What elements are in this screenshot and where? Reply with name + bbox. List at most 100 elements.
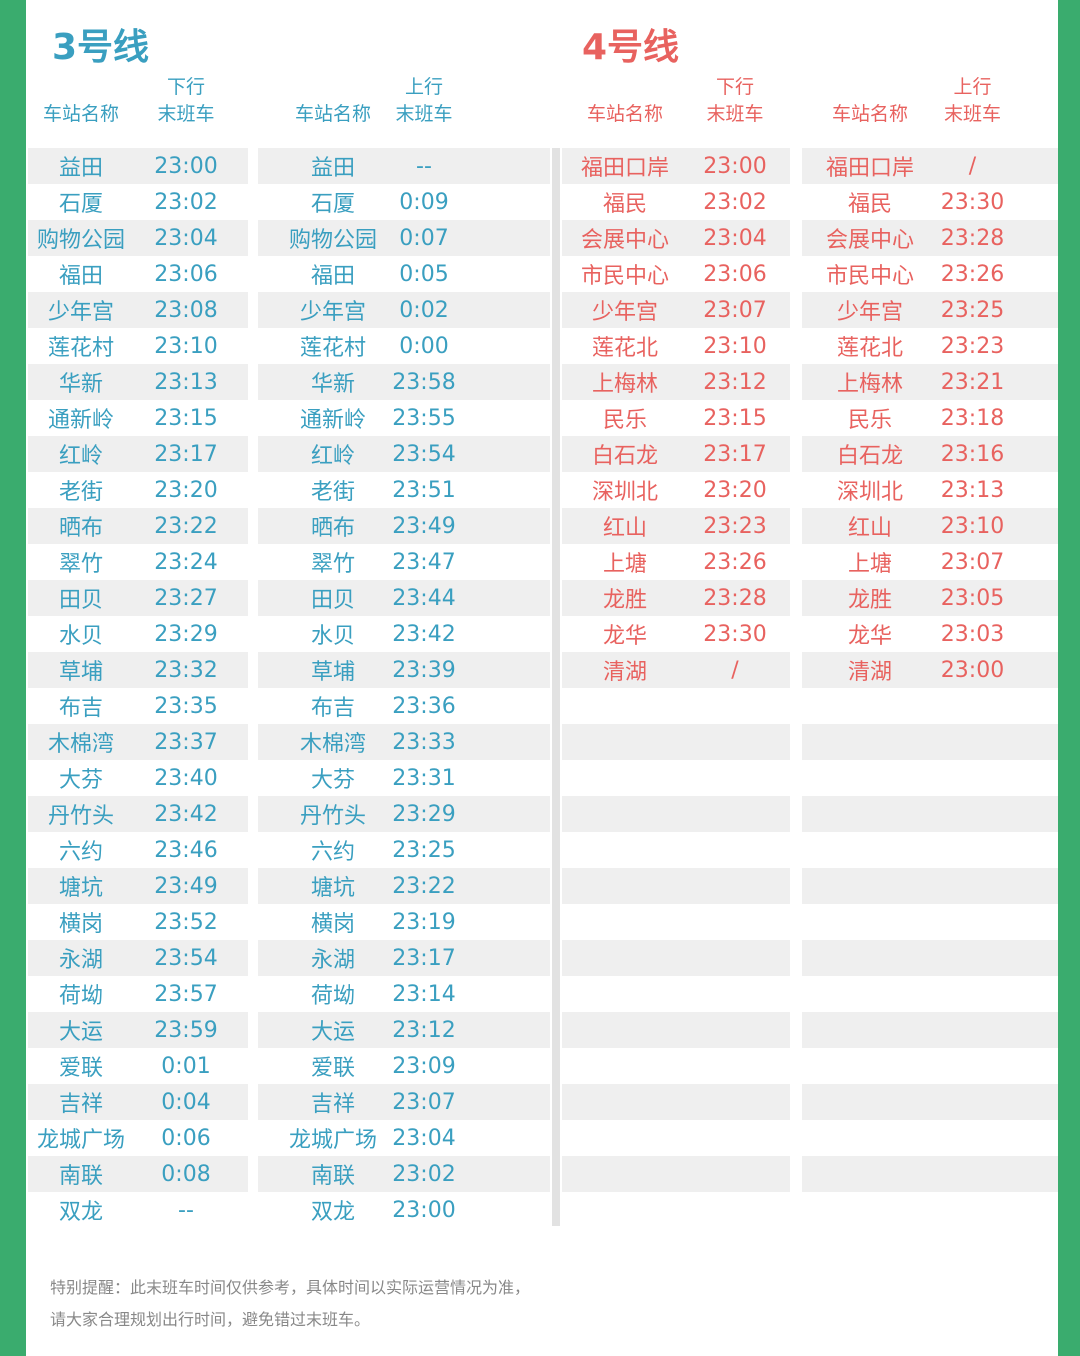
- table-row: 吉祥 0:04: [28, 1084, 248, 1120]
- station-name: 塘坑: [310, 876, 355, 901]
- last-train-time: 23:36: [392, 693, 456, 719]
- last-train-time: 23:21: [940, 369, 1005, 395]
- station-name: 上梅林: [836, 372, 903, 397]
- table-row: 深圳北 23:20: [562, 472, 790, 508]
- table-row: 华新 23:58: [258, 364, 550, 400]
- table-row: [562, 1156, 790, 1192]
- direction-label: 上行: [953, 76, 992, 98]
- table-row: 民乐 23:15: [562, 400, 790, 436]
- last-train-time: 23:17: [703, 441, 767, 467]
- station-name: 石厦: [310, 192, 355, 217]
- last-train-time: 23:02: [154, 189, 218, 215]
- last-train-time: 23:07: [703, 297, 767, 323]
- last-train-time: 0:09: [399, 189, 449, 215]
- last-train-label: 末班车: [157, 103, 215, 125]
- table-row: 布吉 23:36: [258, 688, 550, 724]
- last-train-time: 23:22: [154, 513, 218, 539]
- station-name: 上塘: [847, 552, 892, 577]
- notice-line-2: 请大家合理规划出行时间，避免错过末班车。: [50, 1310, 371, 1329]
- table-row: 老街 23:51: [258, 472, 550, 508]
- table-row: 白石龙 23:17: [562, 436, 790, 472]
- station-name: 丹竹头: [47, 804, 114, 829]
- table-row: [562, 832, 790, 868]
- station-name: 翠竹: [310, 552, 355, 577]
- table-row: 莲花北 23:10: [562, 328, 790, 364]
- line3-up-table: 益田 -- 石厦 0:09 购物公园 0:07 福田 0:05 少年宫 0:02 莲花村 0:00 华新…: [258, 148, 550, 1228]
- last-train-time: 23:23: [703, 513, 767, 539]
- station-name: 木棉湾: [47, 732, 114, 757]
- table-row: 草埔 23:39: [258, 652, 550, 688]
- last-train-time: 23:06: [154, 261, 218, 287]
- notice-line-1: 特别提醒：此末班车时间仅供参考，具体时间以实际运营情况为准，: [50, 1278, 531, 1297]
- table-row: 龙胜 23:28: [562, 580, 790, 616]
- table-row: 红山 23:10: [802, 508, 1058, 544]
- station-name: 福田: [310, 264, 355, 289]
- table-row: 莲花村 23:10: [28, 328, 248, 364]
- table-row: 福民 23:30: [802, 184, 1058, 220]
- table-row: 莲花北 23:23: [802, 328, 1058, 364]
- table-row: 丹竹头 23:29: [258, 796, 550, 832]
- station-name: 华新: [310, 372, 355, 397]
- last-train-time: 23:54: [154, 945, 218, 971]
- table-row: 龙胜 23:05: [802, 580, 1058, 616]
- last-train-time: 23:00: [392, 1197, 456, 1223]
- table-row: [802, 688, 1058, 724]
- station-name: 购物公园: [36, 228, 125, 253]
- station-name: 福田: [58, 264, 103, 289]
- last-train-time: 23:27: [154, 585, 218, 611]
- last-train-time: 23:10: [703, 333, 767, 359]
- station-name: 爱联: [310, 1056, 355, 1081]
- station-name: 益田: [58, 156, 103, 181]
- station-name: 益田: [310, 156, 355, 181]
- station-name: 南联: [58, 1164, 103, 1189]
- last-train-time: 23:37: [154, 729, 218, 755]
- table-row: 龙城广场 0:06: [28, 1120, 248, 1156]
- last-train-time: 23:16: [940, 441, 1005, 467]
- station-name: 横岗: [310, 912, 355, 937]
- table-row: 南联 23:02: [258, 1156, 550, 1192]
- station-name: 老街: [310, 480, 355, 505]
- last-train-time: 23:40: [154, 765, 218, 791]
- station-name: 永湖: [310, 948, 355, 973]
- station-name: 市民中心: [580, 264, 669, 289]
- table-row: 晒布 23:49: [258, 508, 550, 544]
- table-row: 少年宫 23:07: [562, 292, 790, 328]
- last-train-time: 23:15: [154, 405, 218, 431]
- last-train-time: --: [416, 153, 432, 179]
- station-name: 水贝: [58, 624, 103, 649]
- last-train-time: 23:07: [940, 549, 1005, 575]
- last-train-time: 23:29: [392, 801, 456, 827]
- table-row: 少年宫 23:08: [28, 292, 248, 328]
- last-train-time: 23:04: [392, 1125, 456, 1151]
- last-train-time: 23:19: [392, 909, 456, 935]
- last-train-time: 0:00: [399, 333, 449, 359]
- last-train-time: 0:06: [161, 1125, 211, 1151]
- table-row: 丹竹头 23:42: [28, 796, 248, 832]
- table-row: 爱联 23:09: [258, 1048, 550, 1084]
- table-row: [562, 724, 790, 760]
- table-row: [562, 1084, 790, 1120]
- last-train-time: 0:02: [399, 297, 449, 323]
- last-train-time: 23:20: [703, 477, 767, 503]
- table-row: [802, 1012, 1058, 1048]
- table-row: 布吉 23:35: [28, 688, 248, 724]
- table-row: [802, 976, 1058, 1012]
- last-train-time: 0:04: [161, 1089, 211, 1115]
- table-row: 横岗 23:52: [28, 904, 248, 940]
- last-train-time: 0:07: [399, 225, 449, 251]
- table-row: 石厦 0:09: [258, 184, 550, 220]
- station-name: 购物公园: [288, 228, 377, 253]
- station-name: 白石龙: [591, 444, 658, 469]
- station-name: 大芬: [58, 768, 103, 793]
- table-row: [802, 1192, 1058, 1228]
- last-train-time: 23:05: [940, 585, 1005, 611]
- table-row: 华新 23:13: [28, 364, 248, 400]
- table-row: 水贝 23:29: [28, 616, 248, 652]
- last-train-time: --: [178, 1197, 194, 1223]
- last-train-label: 末班车: [943, 103, 1001, 125]
- table-row: [562, 904, 790, 940]
- station-name: 通新岭: [299, 408, 366, 433]
- last-train-time: 23:09: [392, 1053, 456, 1079]
- table-row: 大运 23:12: [258, 1012, 550, 1048]
- table-row: 横岗 23:19: [258, 904, 550, 940]
